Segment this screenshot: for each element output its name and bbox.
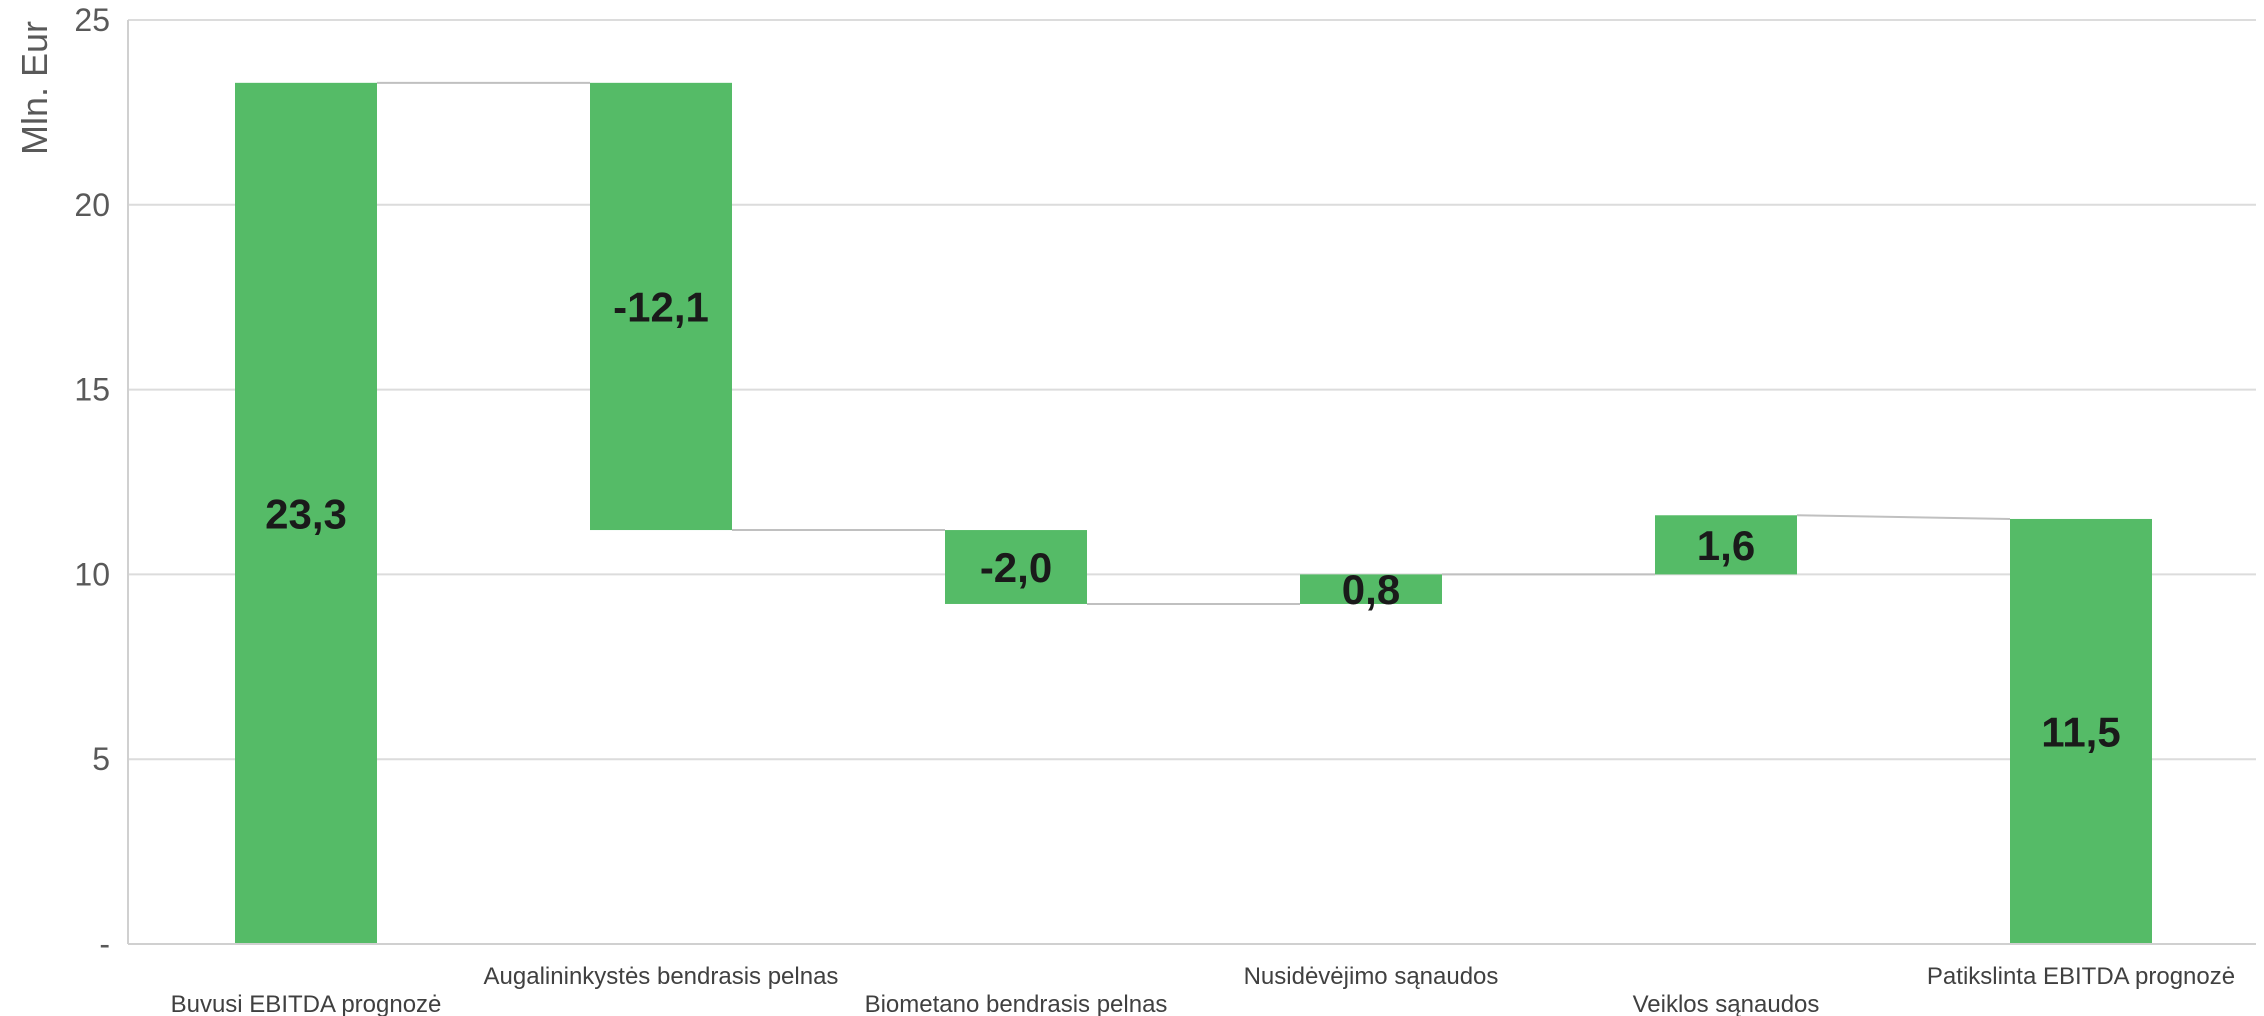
y-tick-label: - <box>99 926 110 962</box>
y-tick-label: 5 <box>92 741 110 777</box>
data-label: -12,1 <box>613 283 709 330</box>
connector-line <box>1796 514 2011 520</box>
category-label: Augalininkystės bendrasis pelnas <box>484 963 839 990</box>
category-label: Biometano bendrasis pelnas <box>865 991 1168 1016</box>
y-tick-labels: - 5 10 15 20 25 <box>74 2 110 962</box>
waterfall-bar <box>945 530 1087 604</box>
y-tick-label: 10 <box>74 556 110 592</box>
connector-lines <box>377 81 2011 605</box>
waterfall-bar <box>2010 518 2152 944</box>
category-labels: Buvusi EBITDA prognozė Augalininkystės be… <box>171 963 2235 1016</box>
y-tick-label: 25 <box>74 2 110 38</box>
data-label: 23,3 <box>265 490 347 537</box>
waterfall-bar <box>235 82 377 944</box>
gridlines <box>128 19 2256 761</box>
y-tick-label: 15 <box>74 372 110 408</box>
axes <box>127 20 2256 945</box>
bars <box>235 82 2152 944</box>
data-label: -2,0 <box>980 544 1052 591</box>
data-labels: 23,3 -12,1 -2,0 0,8 1,6 11,5 <box>265 283 2121 755</box>
category-label: Veiklos sąnaudos <box>1633 991 1820 1016</box>
data-label: 11,5 <box>2041 708 2120 755</box>
category-label: Nusidėvėjimo sąnaudos <box>1244 963 1499 990</box>
y-axis-title: Mln. Eur <box>14 21 55 155</box>
category-label: Buvusi EBITDA prognozė <box>171 991 442 1016</box>
data-label: 1,6 <box>1697 522 1755 569</box>
category-label: Patikslinta EBITDA prognozė <box>1927 963 2235 990</box>
waterfall-bar <box>1300 574 1442 604</box>
waterfall-bar <box>590 82 732 531</box>
data-label: 0,8 <box>1342 566 1400 613</box>
waterfall-bar <box>1655 515 1797 575</box>
y-tick-label: 20 <box>74 187 110 223</box>
